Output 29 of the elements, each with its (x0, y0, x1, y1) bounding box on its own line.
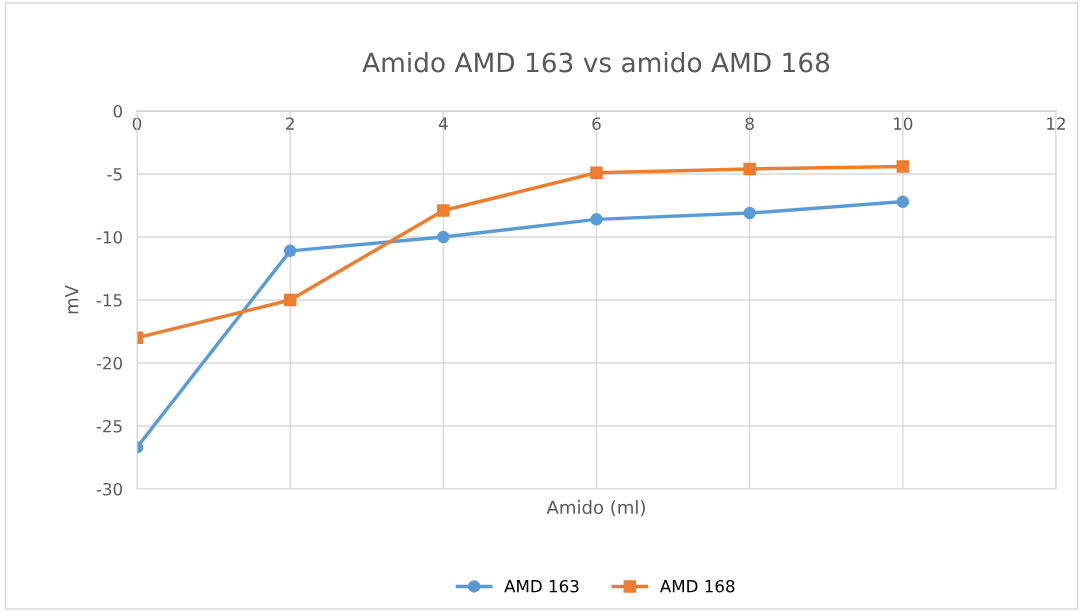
point (590, 213, 603, 226)
point (437, 230, 450, 244)
y-tick-label: -20 (96, 356, 123, 370)
legend-label: AMD 163 (504, 579, 579, 593)
x-tick-label: 8 (745, 117, 754, 130)
y-tick-label: -25 (96, 419, 122, 433)
point (283, 293, 297, 307)
y-tick-label: 0 (113, 104, 122, 118)
point (896, 160, 910, 173)
x-tick-label: 10 (894, 117, 913, 130)
point (743, 206, 756, 220)
y-tick-label: -10 (96, 230, 123, 244)
x-tick-label: 4 (438, 117, 448, 130)
point (590, 166, 603, 179)
x-tick-label: 0 (132, 117, 142, 130)
x-axis-title: Amido (ml) (546, 500, 645, 517)
y-tick-label: -30 (96, 482, 123, 496)
point (437, 204, 450, 217)
y-tick-label: -5 (107, 168, 122, 181)
point (896, 195, 910, 208)
x-tick-label: 6 (592, 117, 601, 130)
legend-label: AMD 168 (659, 579, 735, 593)
x-tick-label: 12 (1047, 117, 1065, 130)
chart-title: Amido AMD 163 vs amido AMD 168 (362, 52, 830, 73)
x-tick-label: 2 (286, 117, 294, 130)
point (283, 244, 297, 258)
y-tick-label: -15 (96, 294, 122, 307)
y-axis-title: mV (65, 285, 79, 314)
point (743, 162, 756, 176)
